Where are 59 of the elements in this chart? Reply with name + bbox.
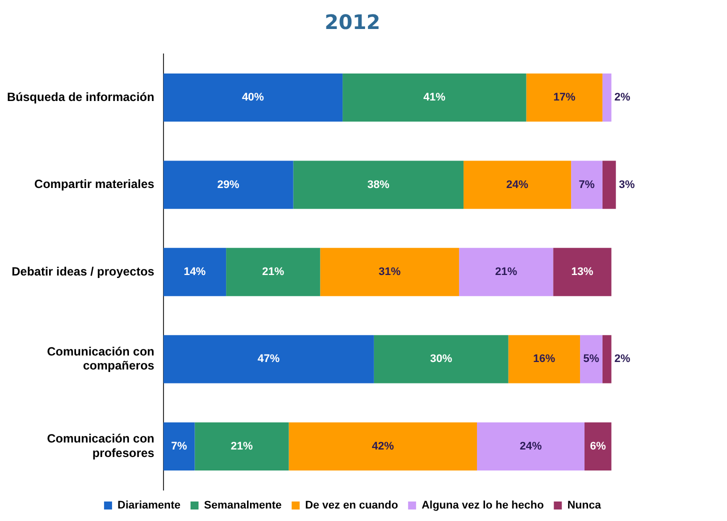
data-label: 3%: [618, 178, 635, 191]
bar: [342, 74, 526, 122]
data-label: 6%: [590, 440, 606, 452]
bar: [226, 248, 320, 296]
data-label: 21%: [230, 440, 253, 452]
bar: [476, 422, 585, 470]
data-label: 31%: [378, 266, 401, 278]
bar: [163, 160, 294, 209]
bar: [508, 335, 580, 384]
bar: [602, 74, 612, 122]
data-label: 2%: [614, 92, 631, 104]
data-label: 40%: [242, 92, 264, 104]
data-label: 47%: [258, 353, 280, 366]
data-label: 38%: [367, 178, 390, 191]
legend-label: Diariamente: [118, 500, 181, 512]
data-label: 42%: [372, 440, 394, 452]
bar: [602, 335, 612, 384]
data-label: 2%: [614, 353, 631, 366]
bar: [320, 248, 460, 296]
data-label: 16%: [533, 353, 556, 366]
y-tick-label: Comunicación con compañeros: [47, 344, 155, 373]
chart-title: 2012: [324, 10, 380, 34]
bar: [571, 160, 602, 209]
legend-label: Alguna vez lo he hecho: [422, 500, 544, 512]
bar: [163, 248, 226, 296]
bar: [288, 422, 477, 470]
bar: [602, 160, 616, 209]
bar: [163, 422, 195, 470]
data-label: 29%: [217, 178, 240, 191]
bar: [194, 422, 289, 470]
y-tick-label: Compartir materiales: [34, 177, 155, 192]
bar: [163, 335, 374, 384]
data-label: 24%: [520, 440, 542, 452]
y-tick-label: Búsqueda de información: [6, 90, 154, 104]
bar: [293, 160, 464, 209]
data-label: 21%: [262, 266, 284, 278]
y-tick-label: Comunicación con profesores: [47, 432, 155, 460]
legend-label: Nunca: [567, 500, 602, 512]
bar: [464, 160, 572, 209]
bar: [163, 74, 343, 122]
data-label: 30%: [430, 353, 452, 366]
bar: [374, 335, 508, 384]
data-label: 21%: [495, 266, 518, 278]
y-tick-label: Debatir ideas / proyectos: [12, 264, 155, 278]
bar: [459, 248, 554, 296]
data-label: 5%: [583, 353, 600, 366]
legend-label: De vez en cuando: [305, 500, 398, 512]
data-label: 41%: [423, 92, 446, 104]
bar: [580, 335, 602, 384]
bar: [526, 74, 602, 122]
data-label: 24%: [506, 178, 529, 191]
bar: [553, 248, 612, 296]
data-label: 7%: [578, 178, 595, 191]
data-label: 17%: [553, 92, 576, 104]
data-label: 7%: [171, 440, 188, 452]
bar: [584, 422, 612, 470]
data-label: 13%: [571, 266, 594, 278]
data-label: 14%: [184, 266, 206, 278]
legend-label: Semanalmente: [204, 500, 282, 512]
